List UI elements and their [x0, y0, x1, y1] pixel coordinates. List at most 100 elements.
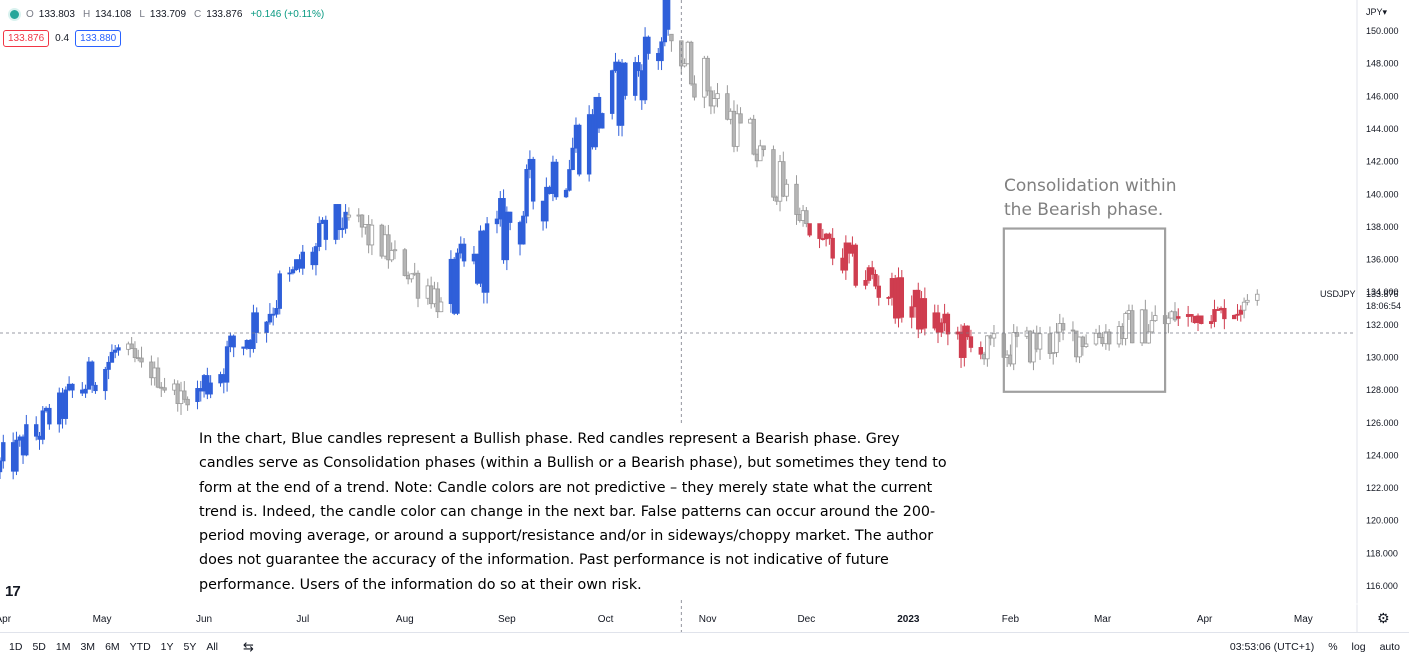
candle-body [761, 145, 766, 151]
price-tick-label: 124.000 [1366, 450, 1399, 460]
range-button-5d[interactable]: 5D [32, 641, 46, 653]
candle [504, 206, 510, 271]
candle-body [965, 325, 970, 338]
candle [162, 377, 167, 393]
candle [1011, 324, 1016, 371]
candle [1245, 294, 1250, 306]
candle [116, 344, 121, 356]
range-button-ytd[interactable]: YTD [129, 641, 151, 653]
currency-selector[interactable]: JPY▾ [1366, 7, 1388, 17]
candle-body [1146, 331, 1151, 344]
candle-body [771, 149, 776, 198]
range-button-3m[interactable]: 3M [80, 641, 96, 653]
candle-body [1143, 309, 1148, 344]
candle-body [1047, 333, 1053, 354]
candle [231, 334, 236, 358]
candle [224, 340, 230, 392]
candle-body [804, 210, 809, 225]
candle [827, 232, 832, 245]
candle [274, 300, 279, 318]
candle [853, 243, 858, 288]
candle-body [270, 313, 276, 316]
date-range-icon[interactable]: ⇆ [243, 639, 254, 654]
candle [1166, 312, 1171, 334]
candle-body [1149, 320, 1155, 333]
range-button-1m[interactable]: 1M [55, 641, 71, 653]
candle [909, 295, 914, 329]
percent-toggle[interactable]: % [1328, 641, 1338, 653]
candle [530, 156, 536, 210]
candle-body [524, 169, 529, 217]
auto-toggle[interactable]: auto [1379, 641, 1400, 653]
range-button-6m[interactable]: 6M [105, 641, 120, 653]
change-value: +0.146 (+0.11%) [250, 9, 325, 20]
candle [317, 216, 322, 252]
chevron-down-icon: ▾ [1382, 7, 1388, 17]
candle-body [14, 439, 19, 472]
candle [1176, 308, 1181, 327]
price-tick-label: 116.000 [1366, 581, 1398, 591]
crosshair [0, 0, 1356, 632]
candle-body [636, 62, 641, 72]
candle-body [103, 369, 108, 392]
candle [455, 248, 460, 316]
time-axis: Apr May Jun Jul Aug Sep Oct Nov Dec 2023 Feb Mar Apr… [0, 614, 1313, 625]
candle [313, 242, 319, 276]
candle-body [735, 113, 740, 147]
gear-icon[interactable]: ⚙ [1377, 610, 1390, 626]
candle-body [1172, 311, 1178, 321]
candle [688, 40, 694, 86]
open-value: 133.803 [38, 9, 75, 20]
time-tick-label: May [93, 614, 112, 625]
candle-body [34, 424, 39, 437]
candle [208, 375, 213, 399]
candle [991, 325, 997, 347]
log-toggle[interactable]: log [1351, 641, 1366, 653]
candle-body [577, 124, 582, 175]
candle [1070, 321, 1076, 342]
price-axis: 150.000 148.000 146.000 144.000 142.000 140.0… [1320, 26, 1401, 591]
candle [1241, 297, 1247, 319]
candle-body [461, 243, 467, 262]
price-chart[interactable]: 150.000 148.000 146.000 144.000 142.000 140.0… [0, 0, 1409, 632]
time-tick-label: Sep [498, 614, 516, 625]
candle-body [899, 277, 905, 318]
time-tick-label: Jun [196, 614, 212, 625]
candle [646, 35, 651, 60]
candle-body [705, 57, 710, 92]
candle-body [1238, 309, 1244, 315]
tradingview-logo[interactable]: 17 [5, 583, 21, 600]
candle [47, 404, 52, 430]
candle-body [455, 252, 460, 314]
candle-body [504, 211, 510, 261]
candle [389, 242, 394, 263]
candle-body [40, 410, 45, 440]
candle [771, 145, 776, 202]
candle [14, 431, 19, 476]
chart-grid [1356, 0, 1358, 632]
candle-body [1014, 332, 1020, 337]
candle [484, 217, 490, 304]
candle-body [1212, 309, 1217, 322]
candle [1153, 305, 1158, 322]
clock-time[interactable]: 03:53:06 (UTC+1) [1229, 641, 1315, 653]
candle [985, 335, 990, 367]
range-button-1y[interactable]: 1Y [160, 641, 174, 653]
candle [106, 356, 111, 380]
candle-body [415, 272, 421, 299]
candle [139, 346, 144, 368]
candle-body [317, 223, 322, 247]
candle-body [521, 215, 526, 245]
candle-body [922, 298, 928, 329]
range-button-5y[interactable]: 5Y [183, 641, 197, 653]
candle-body [567, 169, 572, 191]
candle-body [853, 244, 858, 286]
candle [1060, 317, 1066, 341]
range-button-1d[interactable]: 1D [9, 641, 23, 653]
sell-button[interactable]: 133.876 [3, 30, 50, 47]
range-button-all[interactable]: All [206, 641, 219, 653]
buy-button[interactable]: 133.880 [75, 30, 122, 47]
candle-body [300, 251, 305, 269]
candle [1255, 289, 1260, 306]
candle [758, 139, 763, 162]
